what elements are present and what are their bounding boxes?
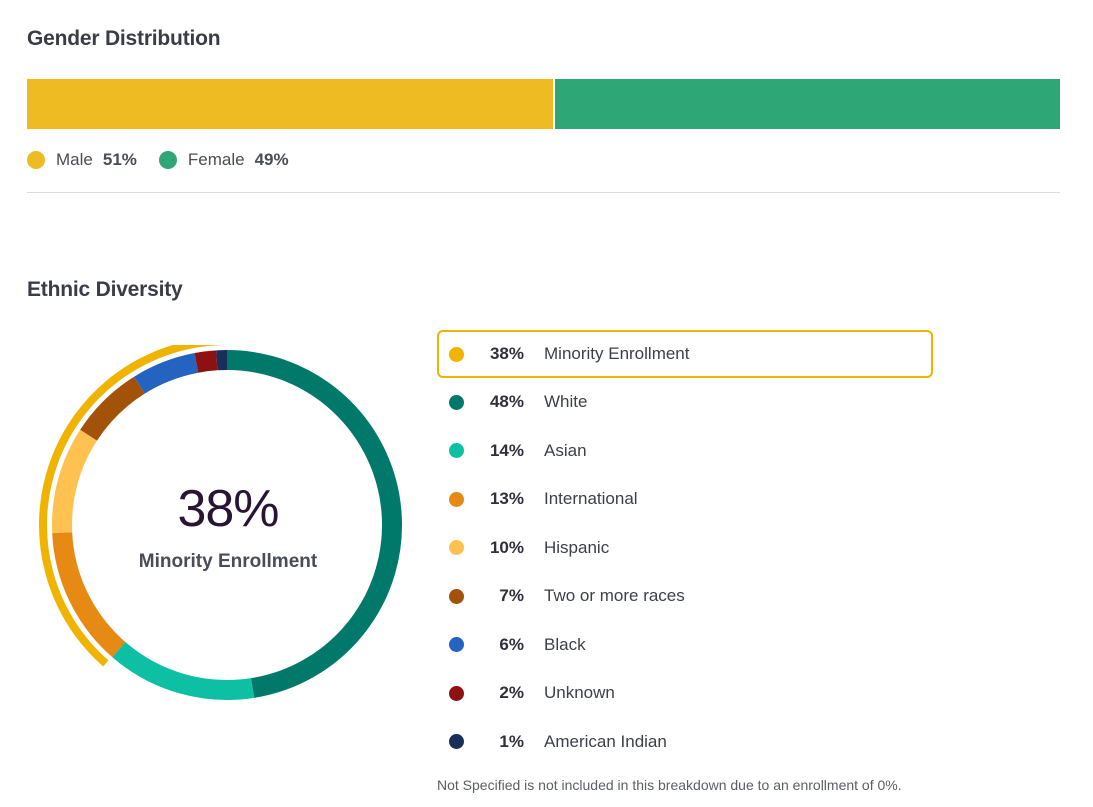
legend-label: American Indian xyxy=(544,731,667,751)
legend-label: White xyxy=(544,392,588,412)
legend-row-international[interactable]: 13% International xyxy=(437,475,933,524)
gender-legend-female: Female 49% xyxy=(158,150,289,170)
legend-dot-icon xyxy=(449,637,464,653)
donut-slice-asian[interactable] xyxy=(112,641,255,700)
legend-row-hispanic[interactable]: 10% Hispanic xyxy=(437,524,933,573)
legend-dot-icon xyxy=(449,491,464,507)
legend-dot-icon xyxy=(449,540,464,556)
donut-slice-white[interactable] xyxy=(226,350,402,698)
donut-center-value: 38% xyxy=(177,480,279,538)
legend-pct: 38% xyxy=(489,344,524,363)
legend-label: Hispanic xyxy=(544,537,610,557)
legend-pct: 1% xyxy=(499,731,524,751)
male-dot-icon xyxy=(27,151,45,169)
gender-legend-male: Male 51% xyxy=(27,150,137,170)
legend-label: Two or more races xyxy=(544,586,685,606)
gender-legend: Male 51% Female 49% xyxy=(27,150,311,170)
legend-label: International xyxy=(544,489,638,509)
gender-legend-pct: 51% xyxy=(102,150,137,169)
donut-slice-international[interactable] xyxy=(52,532,126,658)
legend-row-two-or-more-races[interactable]: 7% Two or more races xyxy=(437,572,933,621)
legend-pct: 10% xyxy=(489,537,524,557)
gender-legend-label: Male xyxy=(56,150,93,169)
footnote: Not Specified is not included in this br… xyxy=(437,777,902,793)
ethnic-legend: 38% Minority Enrollment 48% White 14% As… xyxy=(437,330,933,766)
legend-row-asian[interactable]: 14% Asian xyxy=(437,427,933,476)
legend-dot-icon xyxy=(449,394,464,410)
section-divider xyxy=(27,192,1060,193)
donut-center-label: Minority Enrollment xyxy=(138,551,318,572)
donut-slice-unknown[interactable] xyxy=(194,350,218,373)
legend-dot-icon xyxy=(449,443,464,459)
gender-bar-gap xyxy=(552,79,555,129)
legend-pct: 6% xyxy=(499,634,524,654)
legend-row-black[interactable]: 6% Black xyxy=(437,621,933,670)
gender-distribution-title: Gender Distribution xyxy=(27,27,221,50)
legend-row-unknown[interactable]: 2% Unknown xyxy=(437,669,933,718)
gender-legend-label: Female xyxy=(187,150,245,169)
legend-row-minority-enrollment[interactable]: 38% Minority Enrollment xyxy=(437,330,933,378)
ethnic-diversity-title: Ethnic Diversity xyxy=(27,278,183,301)
donut-slice-black[interactable] xyxy=(134,353,199,394)
female-dot-icon xyxy=(158,151,177,169)
legend-pct: 48% xyxy=(489,392,524,412)
gender-bar xyxy=(27,79,1060,129)
legend-dot-icon xyxy=(449,685,464,701)
gender-legend-pct: 49% xyxy=(254,150,289,169)
legend-label: Black xyxy=(544,634,586,654)
donut-slice-hispanic[interactable] xyxy=(52,429,98,534)
gender-bar-female-segment[interactable] xyxy=(554,79,1060,129)
gender-bar-male-segment[interactable] xyxy=(27,79,553,129)
minority-highlight-arc xyxy=(39,345,221,667)
donut-slice-two-or-more-races[interactable] xyxy=(80,376,145,441)
legend-label: Minority Enrollment xyxy=(544,344,690,363)
legend-label: Asian xyxy=(544,440,587,460)
legend-dot-icon xyxy=(449,588,464,604)
legend-pct: 7% xyxy=(499,586,524,606)
legend-pct: 2% xyxy=(499,683,524,703)
legend-pct: 13% xyxy=(489,489,524,509)
legend-label: Unknown xyxy=(544,683,615,703)
legend-dot-icon xyxy=(449,346,464,362)
legend-row-white[interactable]: 48% White xyxy=(437,378,933,427)
legend-pct: 14% xyxy=(489,440,524,460)
legend-dot-icon xyxy=(449,734,464,750)
legend-row-american-indian[interactable]: 1% American Indian xyxy=(437,718,933,767)
ethnic-donut-chart xyxy=(39,345,402,700)
